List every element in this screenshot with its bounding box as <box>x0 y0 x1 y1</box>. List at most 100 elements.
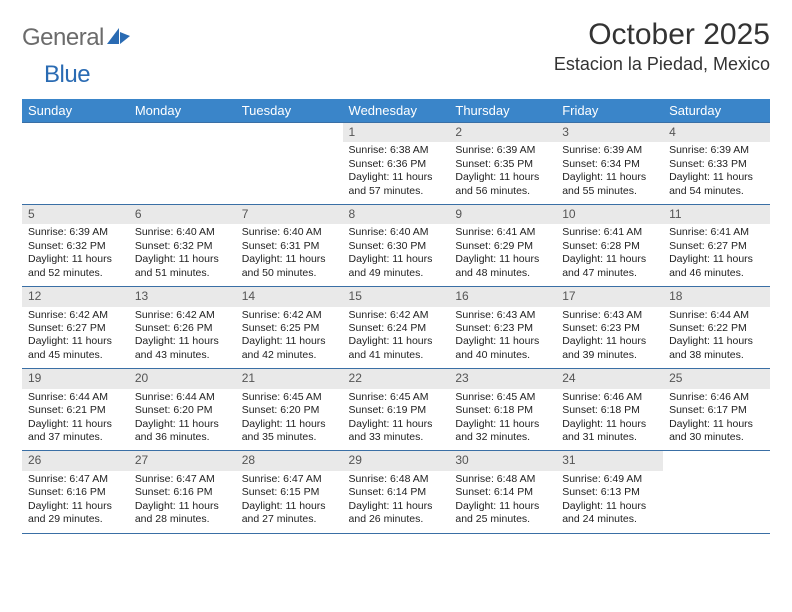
daylight-text: Daylight: 11 hours and 38 minutes. <box>669 335 764 362</box>
day-detail-cell: Sunrise: 6:40 AMSunset: 6:32 PMDaylight:… <box>129 224 236 286</box>
day-number-cell: 25 <box>663 369 770 389</box>
day-number-cell: 12 <box>22 287 129 307</box>
day-number-cell: 30 <box>449 451 556 471</box>
bottom-rule <box>22 533 770 534</box>
daylight-text: Daylight: 11 hours and 37 minutes. <box>28 418 123 445</box>
sunrise-text: Sunrise: 6:40 AM <box>135 226 230 239</box>
sunrise-text: Sunrise: 6:43 AM <box>455 309 550 322</box>
day-detail-cell: Sunrise: 6:47 AMSunset: 6:15 PMDaylight:… <box>236 471 343 533</box>
day-number-cell: 20 <box>129 369 236 389</box>
title-block: October 2025 Estacion la Piedad, Mexico <box>554 18 770 75</box>
day-detail-cell: Sunrise: 6:39 AMSunset: 6:34 PMDaylight:… <box>556 142 663 204</box>
day-detail-cell: Sunrise: 6:39 AMSunset: 6:35 PMDaylight:… <box>449 142 556 204</box>
daylight-text: Daylight: 11 hours and 30 minutes. <box>669 418 764 445</box>
detail-row: Sunrise: 6:44 AMSunset: 6:21 PMDaylight:… <box>22 389 770 451</box>
day-detail-cell: Sunrise: 6:43 AMSunset: 6:23 PMDaylight:… <box>556 307 663 369</box>
daylight-text: Daylight: 11 hours and 25 minutes. <box>455 500 550 527</box>
day-number-cell: 7 <box>236 205 343 225</box>
day-detail-cell: Sunrise: 6:46 AMSunset: 6:18 PMDaylight:… <box>556 389 663 451</box>
sunrise-text: Sunrise: 6:40 AM <box>242 226 337 239</box>
daylight-text: Daylight: 11 hours and 55 minutes. <box>562 171 657 198</box>
sunset-text: Sunset: 6:16 PM <box>135 486 230 499</box>
daylight-text: Daylight: 11 hours and 32 minutes. <box>455 418 550 445</box>
day-detail-cell: Sunrise: 6:42 AMSunset: 6:25 PMDaylight:… <box>236 307 343 369</box>
daynum-row: 567891011 <box>22 205 770 225</box>
sunset-text: Sunset: 6:16 PM <box>28 486 123 499</box>
sunrise-text: Sunrise: 6:45 AM <box>455 391 550 404</box>
detail-row: Sunrise: 6:47 AMSunset: 6:16 PMDaylight:… <box>22 471 770 533</box>
day-detail-cell: Sunrise: 6:40 AMSunset: 6:31 PMDaylight:… <box>236 224 343 286</box>
sunset-text: Sunset: 6:36 PM <box>349 158 444 171</box>
day-number-cell: 28 <box>236 451 343 471</box>
calendar-table: SundayMondayTuesdayWednesdayThursdayFrid… <box>22 99 770 533</box>
sunrise-text: Sunrise: 6:48 AM <box>455 473 550 486</box>
sunset-text: Sunset: 6:26 PM <box>135 322 230 335</box>
sunrise-text: Sunrise: 6:39 AM <box>28 226 123 239</box>
day-detail-cell: Sunrise: 6:42 AMSunset: 6:27 PMDaylight:… <box>22 307 129 369</box>
weekday-header: Sunday <box>22 99 129 123</box>
brand-part2: Blue <box>44 61 90 89</box>
day-number-cell: 22 <box>343 369 450 389</box>
weekday-header: Wednesday <box>343 99 450 123</box>
daynum-row: 262728293031 <box>22 451 770 471</box>
sunset-text: Sunset: 6:15 PM <box>242 486 337 499</box>
brand-part1: General <box>22 24 104 52</box>
day-number-cell: 6 <box>129 205 236 225</box>
sunrise-text: Sunrise: 6:42 AM <box>242 309 337 322</box>
sunrise-text: Sunrise: 6:44 AM <box>135 391 230 404</box>
day-number-cell <box>663 451 770 471</box>
sunrise-text: Sunrise: 6:46 AM <box>562 391 657 404</box>
day-detail-cell: Sunrise: 6:41 AMSunset: 6:27 PMDaylight:… <box>663 224 770 286</box>
sunrise-text: Sunrise: 6:48 AM <box>349 473 444 486</box>
daylight-text: Daylight: 11 hours and 56 minutes. <box>455 171 550 198</box>
day-number-cell: 31 <box>556 451 663 471</box>
sunset-text: Sunset: 6:18 PM <box>455 404 550 417</box>
day-number-cell: 5 <box>22 205 129 225</box>
daylight-text: Daylight: 11 hours and 40 minutes. <box>455 335 550 362</box>
sunset-text: Sunset: 6:29 PM <box>455 240 550 253</box>
calendar-body: 1234Sunrise: 6:38 AMSunset: 6:36 PMDayli… <box>22 123 770 533</box>
calendar-head: SundayMondayTuesdayWednesdayThursdayFrid… <box>22 99 770 123</box>
day-number-cell: 24 <box>556 369 663 389</box>
day-number-cell: 29 <box>343 451 450 471</box>
daynum-row: 1234 <box>22 123 770 143</box>
day-number-cell <box>22 123 129 143</box>
sail-icon <box>106 26 132 51</box>
day-detail-cell: Sunrise: 6:41 AMSunset: 6:29 PMDaylight:… <box>449 224 556 286</box>
day-number-cell: 26 <box>22 451 129 471</box>
day-number-cell: 11 <box>663 205 770 225</box>
sunset-text: Sunset: 6:34 PM <box>562 158 657 171</box>
day-number-cell: 8 <box>343 205 450 225</box>
daylight-text: Daylight: 11 hours and 24 minutes. <box>562 500 657 527</box>
sunset-text: Sunset: 6:31 PM <box>242 240 337 253</box>
sunrise-text: Sunrise: 6:38 AM <box>349 144 444 157</box>
sunset-text: Sunset: 6:28 PM <box>562 240 657 253</box>
daylight-text: Daylight: 11 hours and 35 minutes. <box>242 418 337 445</box>
sunrise-text: Sunrise: 6:49 AM <box>562 473 657 486</box>
day-number-cell: 3 <box>556 123 663 143</box>
sunrise-text: Sunrise: 6:46 AM <box>669 391 764 404</box>
day-detail-cell: Sunrise: 6:39 AMSunset: 6:33 PMDaylight:… <box>663 142 770 204</box>
day-detail-cell: Sunrise: 6:42 AMSunset: 6:26 PMDaylight:… <box>129 307 236 369</box>
day-detail-cell: Sunrise: 6:45 AMSunset: 6:19 PMDaylight:… <box>343 389 450 451</box>
sunset-text: Sunset: 6:21 PM <box>28 404 123 417</box>
daylight-text: Daylight: 11 hours and 26 minutes. <box>349 500 444 527</box>
sunrise-text: Sunrise: 6:41 AM <box>562 226 657 239</box>
day-detail-cell: Sunrise: 6:46 AMSunset: 6:17 PMDaylight:… <box>663 389 770 451</box>
day-detail-cell: Sunrise: 6:44 AMSunset: 6:20 PMDaylight:… <box>129 389 236 451</box>
sunrise-text: Sunrise: 6:45 AM <box>242 391 337 404</box>
sunset-text: Sunset: 6:13 PM <box>562 486 657 499</box>
sunset-text: Sunset: 6:14 PM <box>349 486 444 499</box>
sunrise-text: Sunrise: 6:45 AM <box>349 391 444 404</box>
day-number-cell: 21 <box>236 369 343 389</box>
daylight-text: Daylight: 11 hours and 36 minutes. <box>135 418 230 445</box>
sunset-text: Sunset: 6:24 PM <box>349 322 444 335</box>
day-detail-cell: Sunrise: 6:44 AMSunset: 6:22 PMDaylight:… <box>663 307 770 369</box>
day-number-cell: 4 <box>663 123 770 143</box>
day-detail-cell: Sunrise: 6:38 AMSunset: 6:36 PMDaylight:… <box>343 142 450 204</box>
daylight-text: Daylight: 11 hours and 42 minutes. <box>242 335 337 362</box>
calendar-page: General October 2025 Estacion la Piedad,… <box>0 0 792 534</box>
sunrise-text: Sunrise: 6:44 AM <box>669 309 764 322</box>
day-detail-cell: Sunrise: 6:45 AMSunset: 6:18 PMDaylight:… <box>449 389 556 451</box>
day-detail-cell <box>663 471 770 533</box>
